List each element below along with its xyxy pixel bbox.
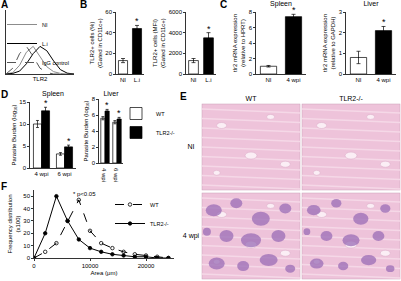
svg-text:0: 0 [27, 255, 31, 261]
svg-text:*: * [67, 136, 71, 146]
svg-text:2: 2 [92, 144, 96, 150]
svg-text:20: 20 [23, 230, 30, 236]
svg-text:Parasite Burden (log₁₀): Parasite Burden (log₁₀) [11, 104, 17, 165]
svg-text:60: 60 [105, 9, 112, 15]
svg-text:2: 2 [249, 56, 253, 62]
svg-text:2000: 2000 [169, 50, 183, 56]
svg-text:TLR2: TLR2 [33, 76, 48, 82]
svg-text:WT: WT [150, 202, 159, 208]
svg-text:4 wpi: 4 wpi [183, 232, 200, 240]
svg-text:0: 0 [92, 160, 96, 166]
svg-text:1: 1 [339, 50, 343, 56]
svg-text:5: 5 [23, 143, 27, 149]
svg-text:WT: WT [156, 111, 165, 117]
svg-text:4 wpi: 4 wpi [34, 171, 48, 177]
svg-text:6: 6 [92, 112, 96, 118]
svg-text:NI: NI [266, 77, 272, 83]
svg-text:6 wpi: 6 wpi [57, 171, 71, 177]
svg-text:Area (μm): Area (μm) [91, 270, 118, 276]
svg-text:40: 40 [105, 30, 112, 36]
svg-text:*: * [292, 5, 296, 15]
svg-text:4 wpi: 4 wpi [101, 168, 107, 182]
svg-text:TLR2+ cells (%)(Gated in CD11c: TLR2+ cells (%)(Gated in CD11c+) [89, 18, 103, 68]
svg-text:4000: 4000 [169, 30, 183, 36]
svg-text:30: 30 [23, 218, 30, 224]
svg-text:8: 8 [249, 9, 253, 15]
svg-text:NI: NI [191, 77, 197, 83]
svg-text:*: * [382, 17, 386, 27]
svg-text:NI: NI [356, 77, 362, 83]
svg-text:4: 4 [92, 128, 96, 134]
svg-text:2: 2 [339, 30, 343, 36]
svg-text:*: * [117, 108, 121, 118]
svg-text:* p<0.05: * p<0.05 [73, 191, 96, 197]
svg-text:NI: NI [120, 77, 126, 83]
svg-text:10: 10 [19, 121, 26, 127]
svg-text:15: 15 [19, 99, 26, 105]
svg-text:Frequency distribution(x100): Frequency distribution(x100) [7, 194, 21, 253]
svg-text:6 wpi: 6 wpi [113, 168, 119, 182]
svg-text:NI: NI [42, 22, 48, 28]
svg-text:Parasite Burden (log₁₀): Parasite Burden (log₁₀) [83, 100, 89, 161]
svg-text:L.i: L.i [134, 77, 140, 83]
html-text:A: A [1, 0, 9, 10]
svg-text:0: 0 [23, 165, 27, 171]
svg-text:tlr2 mRNA expression(relative: tlr2 mRNA expression(relative to GAPDH) [322, 14, 336, 72]
svg-text:0: 0 [109, 71, 113, 77]
svg-text:20: 20 [105, 50, 112, 56]
svg-text:6000: 6000 [169, 9, 183, 15]
svg-text:TLR2+ cells (MFI)(Gated in CD1: TLR2+ cells (MFI)(Gated in CD11c+) [152, 18, 166, 68]
svg-text:TLR2-/-: TLR2-/- [150, 221, 169, 227]
svg-text:Spleen: Spleen [42, 90, 64, 98]
svg-text:3: 3 [339, 9, 343, 15]
svg-text:L.i: L.i [42, 41, 48, 47]
svg-text:tlr2 mRNA expression(relative: tlr2 mRNA expression(relative to HPRT) [232, 14, 246, 72]
svg-text:Liver: Liver [103, 90, 119, 97]
html-text:C: C [220, 0, 228, 10]
svg-text:Liver: Liver [363, 0, 379, 7]
svg-text:50: 50 [23, 193, 30, 199]
svg-text:*: * [44, 98, 48, 108]
svg-text:20000: 20000 [138, 263, 155, 269]
html-text:B: B [80, 0, 88, 10]
html-text:F: F [1, 181, 8, 192]
svg-text:8: 8 [92, 96, 96, 102]
html-text:D: D [1, 89, 9, 100]
svg-text:0: 0 [249, 71, 253, 77]
svg-text:0: 0 [179, 71, 183, 77]
svg-text:TLR2-/-: TLR2-/- [156, 130, 175, 136]
svg-text:NI: NI [188, 143, 195, 150]
svg-text:4 wpi: 4 wpi [376, 77, 390, 83]
svg-text:IgG control: IgG control [42, 60, 69, 66]
svg-text:*: * [135, 16, 139, 26]
svg-text:0: 0 [32, 263, 36, 269]
svg-text:4: 4 [249, 40, 253, 46]
svg-text:Spleen: Spleen [270, 0, 292, 8]
svg-text:6: 6 [249, 25, 253, 31]
svg-text:L.i: L.i [205, 77, 211, 83]
svg-text:10: 10 [23, 243, 30, 249]
svg-text:TLR2-/-: TLR2-/- [339, 95, 363, 102]
svg-text:WT: WT [246, 95, 258, 102]
html-text:E: E [180, 91, 187, 102]
svg-text:*: * [105, 100, 109, 110]
svg-text:4 wpi: 4 wpi [286, 77, 300, 83]
svg-text:0: 0 [339, 71, 343, 77]
svg-text:40: 40 [23, 206, 30, 212]
svg-text:*: * [207, 24, 211, 34]
svg-text:10000: 10000 [82, 263, 99, 269]
